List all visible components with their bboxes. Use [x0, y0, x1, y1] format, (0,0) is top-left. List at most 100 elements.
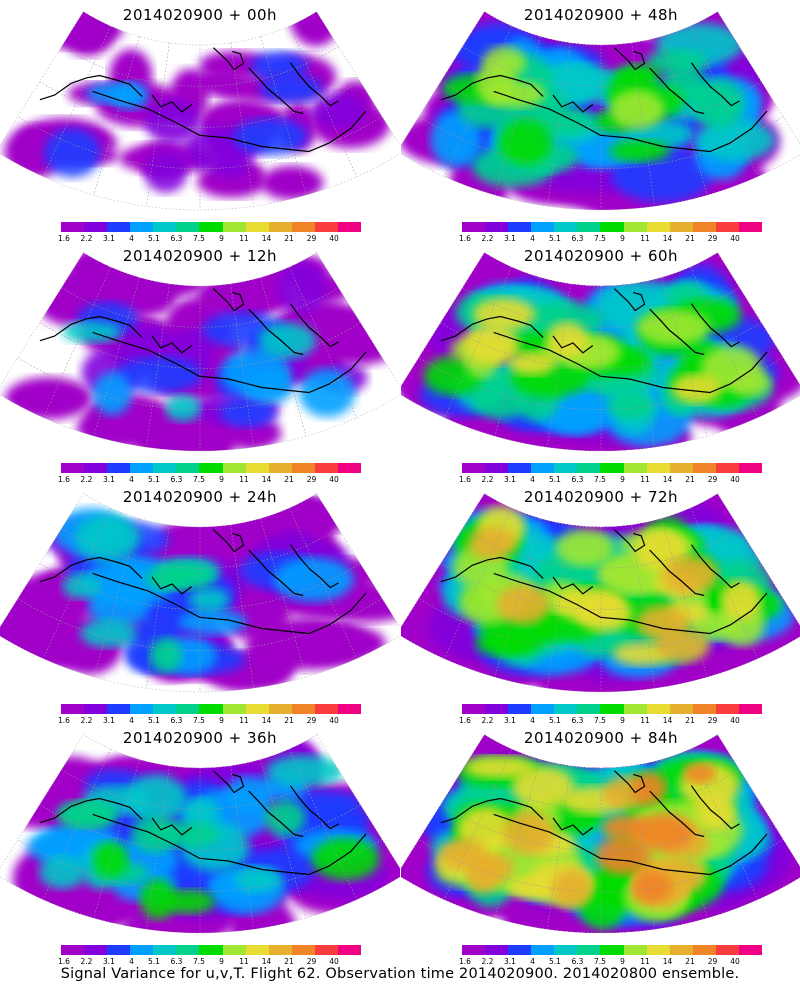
colorbar-tick-label: 14: [662, 716, 673, 725]
colorbar-swatch: [245, 222, 269, 232]
colorbar-tick-label: 21: [685, 957, 695, 966]
colorbar-swatch: [554, 704, 578, 714]
colorbar-swatch: [577, 945, 601, 955]
colorbar-swatch: [646, 222, 670, 232]
panel-title: 2014020900 + 24h: [122, 488, 278, 506]
colorbar-swatch: [600, 704, 624, 714]
colorbar-tick-label: 4: [530, 957, 535, 966]
colorbar-tick-label: 2.2: [481, 716, 494, 725]
colorbar: [61, 463, 362, 473]
colorbar-tick-label: 2.2: [80, 234, 93, 243]
colorbar-swatch: [623, 945, 647, 955]
colorbar-swatch: [268, 704, 292, 714]
colorbar-tick-label: 11: [239, 716, 249, 725]
colorbar-swatch: [337, 704, 362, 714]
colorbar-tick-label: 4: [129, 716, 134, 725]
colorbar-swatch: [508, 463, 532, 473]
colorbar-tick-label: 3.1: [504, 234, 516, 243]
colorbar-tick-label: 40: [329, 475, 339, 484]
colorbar-tick-label: 4: [129, 957, 134, 966]
colorbar-tick-label: 2.2: [481, 957, 494, 966]
colorbar-tick-label: 21: [284, 957, 294, 966]
colorbar-tick-label: 14: [662, 234, 673, 243]
colorbar-swatch: [577, 704, 601, 714]
colorbar-swatch: [61, 704, 85, 714]
colorbar-tick-label: 5.1: [148, 234, 160, 243]
colorbar-tick-label: 9: [219, 234, 224, 243]
colorbar-tick-label: 29: [306, 957, 317, 966]
colorbar-swatch: [291, 222, 315, 232]
coastline: [39, 288, 367, 394]
colorbar-tick-label: 7.5: [193, 716, 205, 725]
colorbar-tick-label: 1.6: [58, 475, 70, 484]
panel-title: 2014020900 + 00h: [122, 6, 278, 24]
colorbar-tick-label: 14: [662, 475, 673, 484]
map-boundary: [0, 734, 400, 934]
colorbar-swatch: [84, 704, 108, 714]
colorbar-tick-label: 5.1: [148, 957, 160, 966]
colorbar-swatch: [291, 704, 315, 714]
colorbar-swatch: [508, 222, 532, 232]
colorbar-swatch: [623, 222, 647, 232]
polar-map: [401, 252, 800, 452]
colorbar-swatch: [485, 945, 509, 955]
colorbar-tick-label: 14: [662, 957, 673, 966]
colorbar-swatch: [531, 222, 555, 232]
map-panel: 2014020900 + 12h 1.6 2.2 3.1 4 5.1 6.3 7.5 9 11 14…: [0, 241, 400, 486]
colorbar-swatch: [738, 222, 763, 232]
colorbar-tick-label: 2.2: [481, 475, 494, 484]
colorbar-swatch: [554, 945, 578, 955]
colorbar-tick-label: 7.5: [594, 234, 606, 243]
colorbar-tick-label: 4: [530, 475, 535, 484]
colorbar-tick-label: 6.3: [170, 957, 183, 966]
colorbar-tick-label: 2.2: [80, 475, 93, 484]
colorbar-swatch: [600, 945, 624, 955]
map-panel: 2014020900 + 72h 1.6 2.2 3.1 4 5.1 6.3 7.5 9 11 14…: [401, 482, 800, 727]
colorbar-swatch: [199, 945, 223, 955]
colorbar-ticks: 1.6 2.2 3.1 4 5.1 6.3 7.5 9 11 14 21 29 40: [459, 234, 762, 246]
colorbar-tick-label: 9: [219, 957, 224, 966]
map-panel: 2014020900 + 60h 1.6 2.2 3.1 4 5.1 6.3 7.5 9 11 14…: [401, 241, 800, 486]
colorbar-tick-label: 11: [640, 957, 650, 966]
coastline: [440, 47, 768, 153]
colorbar-swatch: [61, 945, 85, 955]
colorbar-swatch: [245, 945, 269, 955]
colorbar-tick-label: 7.5: [193, 957, 205, 966]
colorbar-tick-label: 4: [129, 234, 134, 243]
graticule: [418, 748, 784, 933]
variance-field: [401, 11, 793, 210]
colorbar-swatch: [176, 704, 200, 714]
colorbar-swatch: [738, 704, 763, 714]
colorbar-swatch: [222, 463, 246, 473]
coastline: [440, 529, 768, 635]
colorbar-tick-label: 9: [219, 716, 224, 725]
colorbar-swatch: [485, 704, 509, 714]
colorbar-tick-label: 11: [640, 234, 650, 243]
figure-caption: Signal Variance for u,v,T. Flight 62. Ob…: [60, 966, 740, 982]
map-boundary: [401, 252, 800, 452]
panel-title: 2014020900 + 84h: [523, 729, 679, 747]
colorbar-swatch: [199, 463, 223, 473]
colorbar-swatch: [314, 463, 338, 473]
map-panel: 2014020900 + 84h 1.6 2.2 3.1 4 5.1 6.3 7.5 9 11 14…: [401, 723, 800, 968]
colorbar-tick-label: 40: [329, 716, 339, 725]
colorbar-ticks: 1.6 2.2 3.1 4 5.1 6.3 7.5 9 11 14 21 29 40: [58, 234, 361, 246]
colorbar-swatch: [245, 463, 269, 473]
colorbar-swatch: [268, 222, 292, 232]
colorbar-tick-label: 5.1: [148, 475, 160, 484]
colorbar-swatch: [692, 945, 716, 955]
colorbar-tick-label: 21: [284, 475, 294, 484]
colorbar-swatch: [485, 463, 509, 473]
map-boundary: [401, 734, 800, 934]
colorbar-swatch: [646, 704, 670, 714]
colorbar-tick-label: 6.3: [170, 716, 183, 725]
colorbar-tick-label: 2.2: [80, 716, 93, 725]
colorbar-swatch: [222, 704, 246, 714]
colorbar-tick-label: 29: [306, 716, 317, 725]
colorbar-tick-label: 5.1: [549, 475, 561, 484]
colorbar-swatch: [337, 945, 362, 955]
variance-field: [1, 734, 400, 933]
colorbar-tick-label: 14: [261, 234, 272, 243]
colorbar-tick-label: 3.1: [504, 475, 516, 484]
polar-map: [0, 252, 400, 452]
